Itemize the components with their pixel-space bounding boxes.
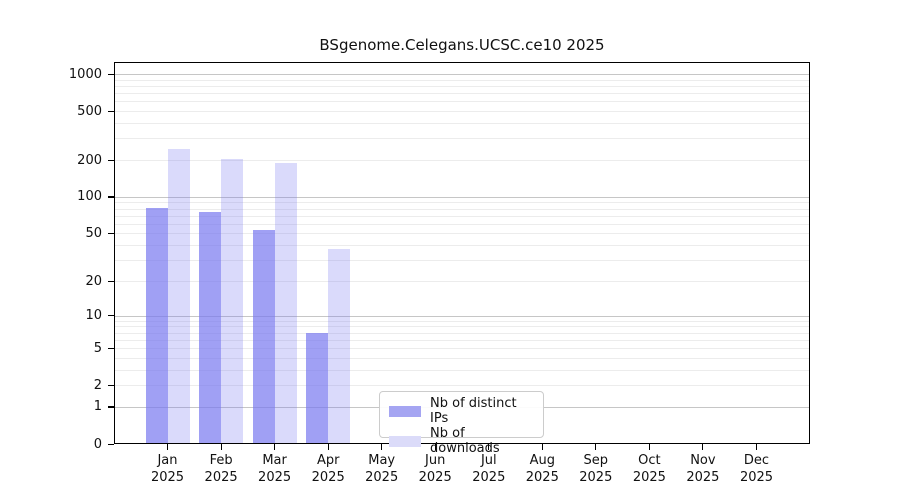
x-tick-mark bbox=[434, 444, 436, 450]
bar-distinct-ips-apr bbox=[306, 332, 329, 444]
gridline-minor bbox=[114, 202, 810, 204]
gridline-minor bbox=[114, 245, 810, 247]
bar-distinct-ips-feb bbox=[199, 212, 222, 444]
gridline-minor bbox=[114, 86, 810, 87]
x-tick-mark bbox=[220, 444, 222, 450]
x-tick-mark bbox=[327, 444, 329, 450]
legend-swatch-distinct-ips bbox=[389, 405, 421, 417]
gridline-minor bbox=[114, 160, 810, 161]
x-tick-mark bbox=[702, 444, 704, 450]
x-tick-mark bbox=[274, 444, 276, 450]
x-tick-label-jun: Jun 2025 bbox=[418, 453, 452, 485]
y-tick-label: 5 bbox=[93, 340, 102, 356]
y-tick-label: 500 bbox=[77, 103, 102, 119]
bar-distinct-ips-mar bbox=[252, 230, 275, 444]
y-tick-mark bbox=[108, 406, 114, 408]
y-tick-mark bbox=[108, 159, 114, 161]
y-tick-label: 1000 bbox=[68, 66, 102, 82]
y-tick-label: 1 bbox=[93, 399, 102, 415]
y-tick-label: 100 bbox=[77, 189, 102, 205]
y-tick-label: 200 bbox=[77, 152, 102, 168]
x-tick-label-sep: Sep 2025 bbox=[579, 453, 613, 485]
legend-label-downloads: Nb of downloads bbox=[430, 426, 500, 456]
x-tick-mark bbox=[755, 444, 758, 450]
bar-downloads-jan bbox=[167, 149, 190, 444]
gridline-minor bbox=[114, 385, 810, 387]
y-tick-mark bbox=[108, 110, 114, 112]
bar-downloads-feb bbox=[221, 158, 244, 444]
plot-area bbox=[114, 62, 810, 444]
x-tick-mark bbox=[381, 444, 383, 450]
gridline-minor bbox=[114, 326, 810, 328]
gridline-major bbox=[114, 74, 810, 75]
gridline-minor bbox=[114, 281, 810, 282]
gridline-minor bbox=[114, 123, 810, 124]
y-tick-mark bbox=[108, 443, 114, 445]
y-tick-label: 10 bbox=[85, 308, 102, 324]
y-tick-label: 0 bbox=[93, 436, 102, 452]
gridline-minor bbox=[114, 223, 810, 225]
legend-swatch-downloads bbox=[389, 435, 421, 447]
x-tick-mark bbox=[166, 444, 169, 450]
y-tick-mark bbox=[108, 232, 114, 235]
x-tick-mark bbox=[595, 444, 597, 450]
gridline-minor bbox=[114, 111, 810, 113]
y-tick-label: 50 bbox=[85, 225, 102, 241]
gridline-minor bbox=[114, 93, 810, 95]
y-tick-mark bbox=[108, 384, 114, 386]
gridline-minor bbox=[114, 369, 810, 371]
bar-downloads-mar bbox=[274, 162, 297, 444]
x-tick-label-may: May 2025 bbox=[365, 453, 399, 485]
gridline-minor bbox=[114, 138, 810, 140]
x-tick-label-dec: Dec 2025 bbox=[739, 453, 774, 485]
x-tick-label-oct: Oct 2025 bbox=[632, 453, 666, 485]
gridline-minor bbox=[114, 208, 810, 210]
legend: Nb of distinct IPs Nb of downloads bbox=[379, 391, 544, 456]
x-tick-label-aug: Aug 2025 bbox=[525, 453, 559, 485]
x-tick-label-apr: Apr 2025 bbox=[311, 453, 345, 485]
legend-item-distinct-ips: Nb of distinct IPs bbox=[389, 396, 534, 426]
x-tick-label-jan: Jan 2025 bbox=[150, 453, 185, 485]
x-tick-label-feb: Feb 2025 bbox=[204, 453, 238, 485]
y-tick-mark bbox=[108, 315, 114, 317]
x-tick-mark bbox=[648, 444, 650, 450]
x-tick-label-jul: Jul 2025 bbox=[472, 453, 506, 485]
gridline-minor bbox=[114, 320, 810, 322]
gridline-minor bbox=[114, 101, 810, 103]
legend-item-downloads: Nb of downloads bbox=[389, 426, 534, 456]
y-tick-label: 20 bbox=[85, 273, 102, 289]
x-tick-mark bbox=[488, 444, 490, 450]
y-tick-mark bbox=[108, 347, 114, 349]
y-tick-mark bbox=[108, 73, 114, 75]
legend-label-distinct-ips: Nb of distinct IPs bbox=[430, 396, 517, 426]
bar-downloads-apr bbox=[328, 249, 351, 444]
y-tick-mark bbox=[108, 280, 114, 282]
bar-distinct-ips-jan bbox=[145, 208, 168, 444]
gridline-minor bbox=[114, 260, 810, 262]
gridline-minor bbox=[114, 332, 810, 334]
gridline-major bbox=[114, 196, 810, 198]
chart-title: BSgenome.Celegans.UCSC.ce10 2025 bbox=[319, 36, 605, 54]
gridline-major bbox=[114, 315, 810, 317]
x-tick-label-mar: Mar 2025 bbox=[258, 453, 292, 485]
gridline-minor bbox=[114, 215, 810, 217]
gridline-minor bbox=[114, 357, 810, 359]
gridline-minor bbox=[114, 339, 810, 341]
gridline-minor bbox=[114, 79, 810, 81]
x-tick-label-nov: Nov 2025 bbox=[686, 453, 720, 485]
y-tick-mark bbox=[108, 196, 114, 198]
gridline-minor bbox=[114, 233, 810, 235]
gridline-minor bbox=[114, 348, 810, 349]
y-tick-label: 2 bbox=[93, 377, 102, 393]
x-tick-mark bbox=[541, 444, 543, 450]
